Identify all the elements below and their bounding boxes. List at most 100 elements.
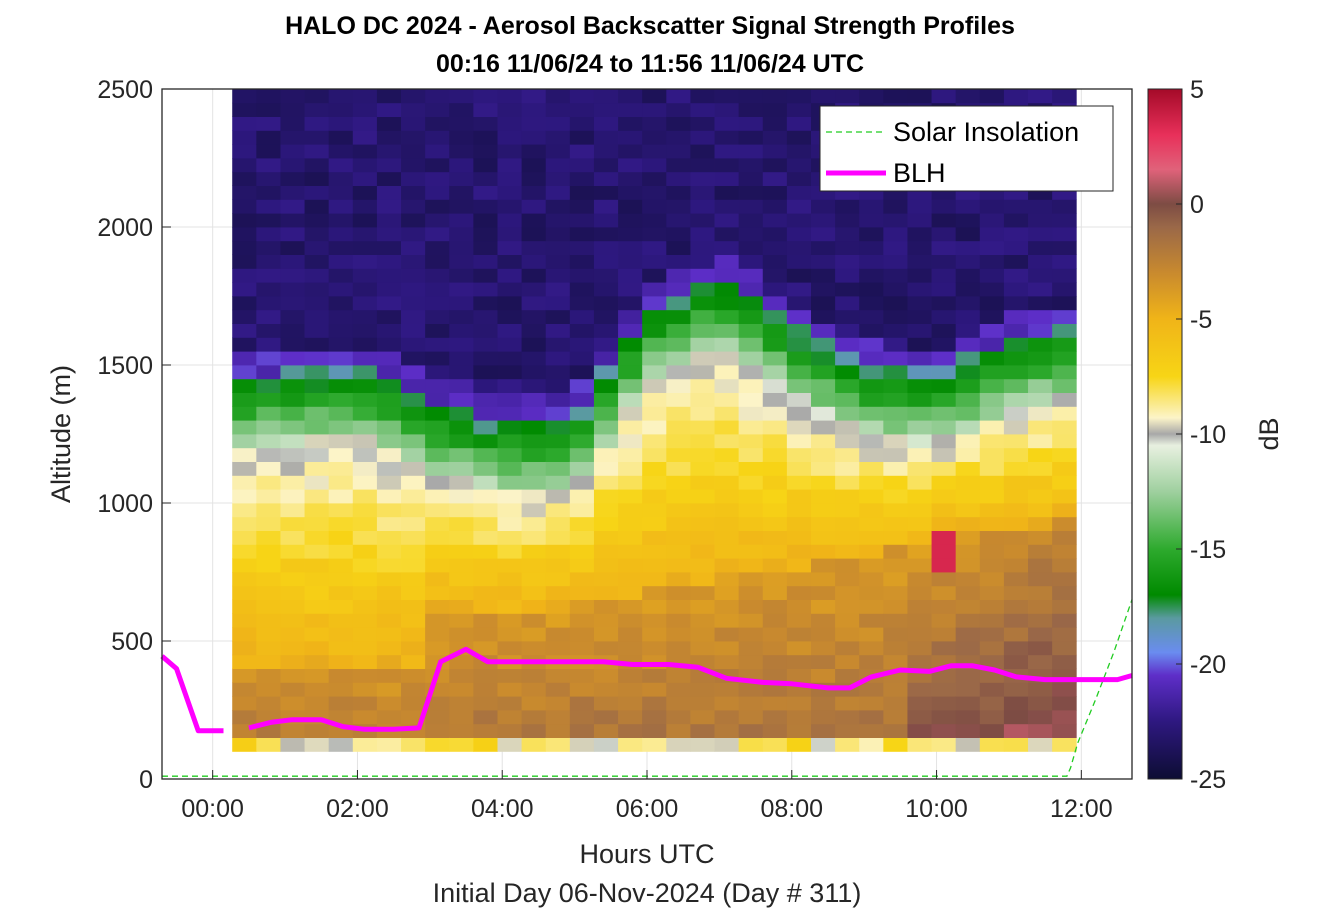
heatmap-cell: [1052, 723, 1077, 738]
heatmap-cell: [738, 599, 764, 614]
heatmap-cell: [979, 461, 1005, 476]
heatmap-cell: [786, 158, 812, 173]
heatmap-cell: [738, 268, 764, 283]
heatmap-cell: [979, 585, 1005, 600]
heatmap-cell: [256, 434, 281, 449]
heatmap-cell: [328, 199, 354, 214]
heatmap-cell: [401, 613, 426, 628]
heatmap-cell: [473, 144, 498, 159]
heatmap-cell: [1052, 296, 1077, 311]
heatmap-cell: [280, 392, 305, 407]
heatmap-cell: [473, 737, 498, 752]
heatmap-cell: [714, 378, 740, 393]
heatmap-cell: [666, 323, 691, 338]
heatmap-cell: [1028, 641, 1053, 656]
heatmap-cell: [835, 447, 860, 462]
heatmap-cell: [859, 461, 884, 476]
heatmap-cell: [1052, 254, 1077, 269]
heatmap-cell: [690, 296, 715, 311]
heatmap-cell: [955, 503, 981, 518]
heatmap-cell: [907, 378, 932, 393]
heatmap-cell: [256, 89, 281, 104]
heatmap-cell: [521, 530, 547, 545]
heatmap-cell: [690, 420, 715, 435]
x-tick-label: 00:00: [181, 795, 244, 823]
heatmap-cell: [593, 378, 619, 393]
heatmap-cell: [618, 158, 643, 173]
heatmap-cell: [376, 572, 402, 587]
heatmap-cell: [376, 213, 402, 228]
heatmap-cell: [425, 447, 450, 462]
heatmap-cell: [473, 213, 498, 228]
heatmap-cell: [449, 282, 474, 297]
heatmap-cell: [979, 254, 1005, 269]
heatmap-cell: [955, 227, 981, 242]
heatmap-cell: [425, 171, 450, 186]
heatmap-cell: [762, 144, 788, 159]
heatmap-cell: [304, 240, 330, 255]
heatmap-cell: [859, 420, 884, 435]
heatmap-cell: [714, 227, 740, 242]
heatmap-cell: [352, 627, 378, 642]
heatmap-cell: [810, 254, 836, 269]
heatmap-cell: [256, 723, 281, 738]
heatmap-cell: [883, 420, 908, 435]
heatmap-cell: [521, 544, 547, 559]
heatmap-cell: [401, 654, 426, 669]
heatmap-cell: [256, 378, 281, 393]
heatmap-cell: [352, 171, 378, 186]
heatmap-cell: [859, 516, 884, 531]
heatmap-cell: [376, 227, 402, 242]
heatmap-cell: [497, 254, 523, 269]
heatmap-cell: [232, 309, 257, 324]
heatmap-cell: [376, 282, 402, 297]
heatmap-cell: [449, 599, 474, 614]
heatmap-cell: [666, 434, 691, 449]
heatmap-cell: [714, 337, 740, 352]
heatmap-cell: [618, 668, 643, 683]
heatmap-cell: [666, 737, 691, 752]
heatmap-cell: [569, 323, 595, 338]
heatmap-cell: [810, 599, 836, 614]
heatmap-cell: [955, 461, 981, 476]
heatmap-cell: [762, 737, 788, 752]
heatmap-cell: [1052, 530, 1077, 545]
heatmap-cell: [376, 682, 402, 697]
heatmap-cell: [256, 130, 281, 145]
heatmap-cell: [1052, 240, 1077, 255]
heatmap-cell: [473, 309, 498, 324]
heatmap-cell: [401, 213, 426, 228]
heatmap-cell: [835, 420, 860, 435]
colorbar-tick-label: 5: [1190, 76, 1204, 104]
heatmap-cell: [569, 737, 595, 752]
heatmap-cell: [376, 585, 402, 600]
heatmap-cell: [979, 544, 1005, 559]
heatmap-cell: [521, 392, 547, 407]
heatmap-cell: [593, 116, 619, 131]
heatmap-cell: [1028, 268, 1053, 283]
heatmap-cell: [232, 682, 257, 697]
heatmap-cell: [738, 254, 764, 269]
heatmap-cell: [352, 406, 378, 421]
heatmap-cell: [328, 296, 354, 311]
heatmap-cell: [232, 544, 257, 559]
heatmap-cell: [762, 585, 788, 600]
heatmap-cell: [569, 227, 595, 242]
heatmap-cell: [666, 392, 691, 407]
heatmap-cell: [304, 199, 330, 214]
heatmap-cell: [907, 296, 932, 311]
heatmap-cell: [618, 544, 643, 559]
heatmap-cell: [835, 530, 860, 545]
heatmap-cell: [642, 309, 667, 324]
heatmap-cell: [569, 254, 595, 269]
heatmap-cell: [786, 144, 812, 159]
heatmap-cell: [883, 489, 908, 504]
heatmap-cell: [907, 710, 932, 725]
heatmap-cell: [401, 475, 426, 490]
heatmap-cell: [401, 227, 426, 242]
heatmap-cell: [280, 337, 305, 352]
heatmap-cell: [280, 116, 305, 131]
heatmap-cell: [786, 585, 812, 600]
heatmap-cell: [352, 323, 378, 338]
heatmap-cell: [714, 351, 740, 366]
